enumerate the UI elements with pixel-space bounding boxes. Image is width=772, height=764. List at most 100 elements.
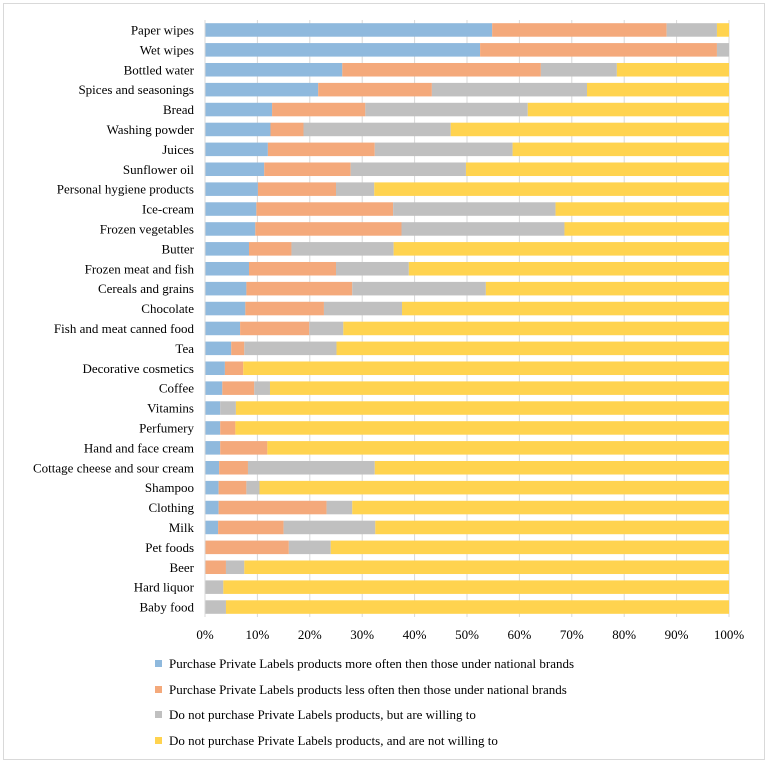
category-label: Pet foods — [145, 540, 194, 555]
bar-segment — [343, 321, 729, 336]
bar-segment — [205, 261, 250, 276]
category-label: Frozen meat and fish — [85, 261, 195, 276]
legend-swatch — [155, 711, 162, 719]
category-label: Shampoo — [145, 480, 194, 495]
bar-segment — [259, 480, 729, 495]
bar-segment — [218, 480, 247, 495]
bar-segment — [465, 162, 729, 177]
bar-segment — [336, 341, 729, 356]
bar-segment — [205, 62, 343, 77]
bar-segment — [564, 222, 729, 236]
x-tick-label: 60% — [507, 627, 531, 642]
bar-segment — [716, 23, 729, 37]
bar-segment — [220, 421, 236, 435]
bar-segment — [283, 520, 376, 535]
bar-segment — [408, 261, 729, 276]
bar-segment — [235, 421, 729, 435]
category-label: Hand and face cream — [84, 440, 194, 455]
bar-segment — [205, 500, 219, 515]
category-label: Cottage cheese and sour cream — [33, 460, 194, 475]
bar-segment — [492, 23, 667, 37]
bar-segment — [205, 341, 232, 356]
legend-label: Purchase Private Labels products more of… — [169, 656, 575, 671]
bar-segment — [205, 520, 219, 535]
bar-segment — [205, 202, 257, 216]
category-label: Decorative cosmetics — [82, 361, 194, 376]
bar-segment — [375, 520, 729, 535]
bar-segment — [393, 242, 729, 256]
bar-segment — [586, 82, 729, 97]
category-label: Perfumery — [139, 420, 194, 435]
bar-segment — [450, 122, 729, 137]
bar-segment — [323, 301, 403, 316]
category-label: Ice-cream — [142, 202, 194, 217]
bar-segment — [485, 281, 729, 296]
stacked-bar-chart: Paper wipes Wet wipes Bottled water Spices … — [33, 20, 744, 642]
bar-segment — [219, 460, 248, 475]
bar-segment — [205, 23, 493, 37]
bar-segment — [220, 401, 236, 415]
bar-segment — [352, 500, 729, 515]
chart-legend: Purchase Private Labels products more of… — [155, 656, 755, 758]
bar-segment — [303, 122, 451, 137]
bar-segment — [205, 122, 271, 137]
category-label: Spices and seasonings — [78, 82, 194, 97]
bar-segment — [205, 242, 250, 256]
legend-item: Do not purchase Private Labels products,… — [155, 707, 755, 733]
bar-segment — [393, 202, 556, 216]
bar-segment — [205, 480, 219, 495]
bar-segment — [254, 381, 270, 395]
bar-segment — [336, 182, 375, 196]
bar-segment — [205, 361, 225, 376]
bar-segment — [269, 381, 729, 395]
x-tick-label: 40% — [403, 627, 427, 642]
bar-segment — [267, 441, 729, 455]
category-label: Paper wipes — [131, 22, 194, 37]
bar-segment — [350, 162, 466, 177]
category-label: Baby food — [139, 600, 194, 615]
bar-segment — [205, 401, 221, 415]
category-label: Butter — [162, 241, 195, 256]
bar-segment — [218, 520, 284, 535]
bar-segment — [309, 321, 344, 336]
x-tick-label: 70% — [560, 627, 584, 642]
bar-segment — [205, 82, 319, 97]
category-label: Hard liquor — [134, 580, 195, 595]
bar-segment — [374, 460, 729, 475]
bar-segment — [205, 441, 221, 455]
x-tick-label: 10% — [245, 627, 269, 642]
bar-segment — [205, 182, 258, 196]
category-label: Bottled water — [124, 62, 195, 77]
bar-segment — [205, 580, 224, 594]
bar-segment — [527, 102, 729, 117]
bar-segment — [205, 600, 226, 614]
category-label: Cereals and grains — [98, 281, 194, 296]
bar-segment — [205, 281, 247, 296]
bar-segment — [716, 43, 729, 57]
bar-segment — [205, 560, 226, 575]
category-label: Bread — [163, 102, 195, 117]
category-label: Clothing — [148, 500, 194, 515]
bar-segment — [245, 301, 324, 316]
chart-frame — [3, 3, 765, 760]
bar-segment — [402, 301, 729, 316]
x-tick-label: 0% — [196, 627, 214, 642]
category-label: Tea — [175, 341, 194, 356]
bar-segment — [205, 102, 273, 117]
bar-segment — [243, 361, 729, 376]
bar-segment — [225, 560, 245, 575]
bar-segment — [205, 162, 265, 177]
bar-segment — [288, 540, 331, 555]
category-label: Beer — [169, 560, 194, 575]
bar-segment — [231, 341, 245, 356]
legend-item: Purchase Private Labels products more of… — [155, 656, 755, 682]
bar-segment — [291, 242, 394, 256]
bar-segment — [222, 381, 255, 395]
bar-segment — [205, 540, 289, 555]
bar-segment — [246, 281, 353, 296]
category-label: Coffee — [159, 381, 194, 396]
bar-segment — [205, 222, 256, 236]
bar-segment — [225, 600, 729, 614]
bar-segment — [205, 142, 268, 157]
bar-segment — [205, 381, 223, 395]
